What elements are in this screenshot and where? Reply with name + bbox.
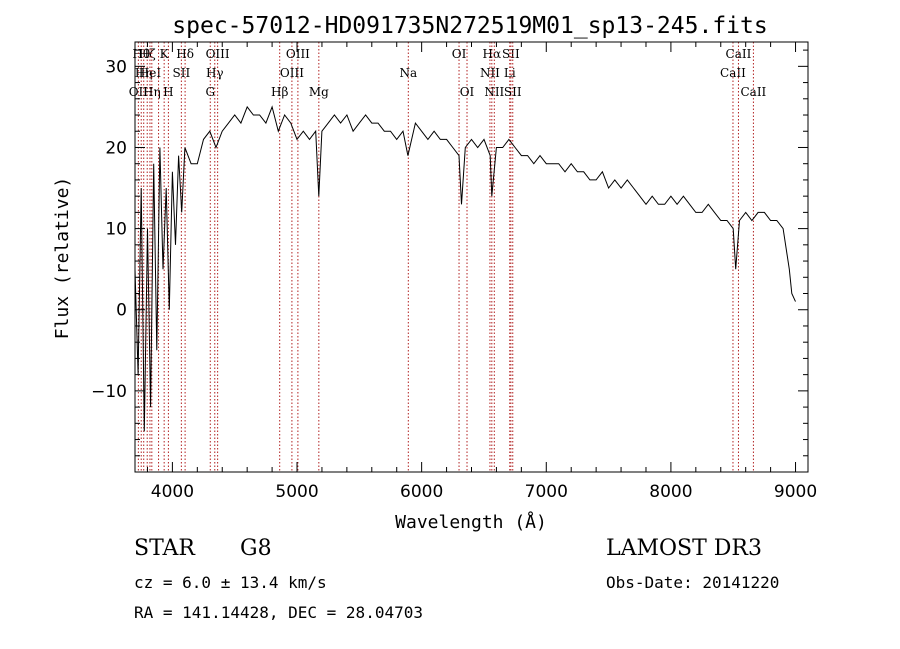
line-marker-label: CaII [740, 85, 766, 99]
line-marker-label: OIII [286, 47, 310, 61]
line-marker-label: NII [484, 85, 504, 99]
line-marker-label: Na [399, 66, 417, 80]
y-tick-label: −10 [91, 382, 127, 402]
x-tick-label: 8000 [649, 482, 692, 502]
flux-series-line [134, 105, 796, 432]
line-marker-label: CaII [720, 66, 746, 80]
y-axis-ticks: −10 0 10 20 30 [91, 49, 808, 457]
x-axis-label: Wavelength (Å) [395, 511, 547, 533]
line-marker-label: Hζ [139, 47, 156, 61]
line-marker-label: OI [452, 47, 467, 61]
y-tick-label: 0 [116, 301, 127, 321]
line-marker-label: Hβ [271, 85, 288, 99]
line-marker-label: H [163, 85, 173, 99]
line-marker-label: Hη [143, 85, 161, 99]
x-tick-label: 5000 [275, 482, 318, 502]
line-marker-label: SII [504, 85, 522, 99]
y-axis-label: Flux (relative) [52, 177, 73, 340]
line-marker-label: OIII [280, 66, 304, 80]
y-tick-label: 20 [105, 138, 127, 158]
line-marker-label: G [205, 85, 215, 99]
coordinates-readout: RA = 141.14428, DEC = 28.04703 [134, 603, 423, 622]
line-marker-label: Hγ [206, 66, 224, 80]
line-marker-label: SII [502, 47, 520, 61]
line-marker-label: OI [460, 85, 475, 99]
x-tick-label: 9000 [774, 482, 817, 502]
chart-title: spec-57012-HD091735N272519M01_sp13-245.f… [172, 13, 767, 39]
object-type: STAR [134, 536, 195, 561]
line-marker-label: CaII [726, 47, 752, 61]
line-marker-label: OIII [206, 47, 230, 61]
x-tick-label: 4000 [151, 482, 194, 502]
line-marker-label: HeI [139, 66, 162, 80]
line-marker-label: Hα [483, 47, 502, 61]
line-marker-label: Hδ [176, 47, 194, 61]
x-tick-label: 7000 [525, 482, 568, 502]
x-axis-ticks: 4000 5000 6000 7000 8000 9000 [146, 42, 817, 502]
x-tick-label: 6000 [400, 482, 443, 502]
plot-frame [134, 41, 809, 473]
line-marker-label: Hη [135, 66, 153, 80]
redshift-readout: cz = 6.0 ± 13.4 km/s [134, 573, 327, 592]
object-subclass: G8 [240, 536, 272, 561]
line-marker-label: NII [480, 66, 500, 80]
line-marker-label: SII [173, 66, 191, 80]
line-marker-label: Mg [309, 85, 329, 99]
survey-name: LAMOST DR3 [606, 536, 762, 561]
y-tick-label: 10 [105, 220, 127, 240]
line-markers: HθOIIHηHζHeIHηKHSIIHδGHγOIIIHβOIIIOIIIMg… [129, 42, 767, 472]
y-tick-label: 30 [105, 57, 127, 77]
observation-date: Obs-Date: 20141220 [606, 573, 780, 592]
line-marker-label: Li [504, 66, 516, 80]
line-marker-label: K [160, 47, 170, 61]
